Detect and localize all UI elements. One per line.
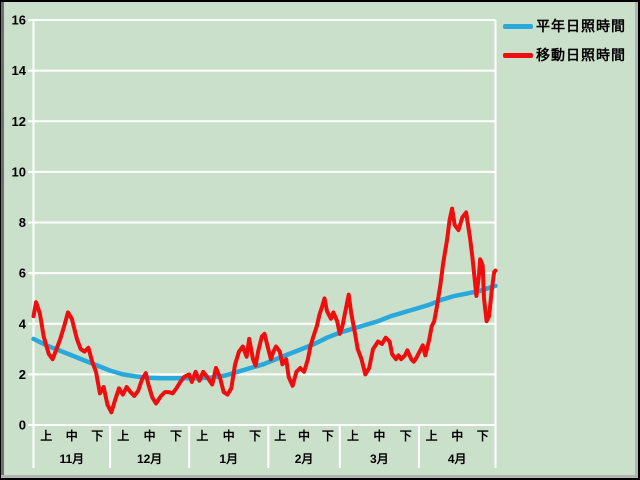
series-line-normal-sunshine (31, 283, 498, 381)
period-label: 上 (196, 428, 208, 443)
period-label: 中 (223, 428, 235, 443)
month-label: 2月 (295, 452, 314, 466)
period-label: 中 (373, 428, 385, 443)
y-tick-label: 10 (12, 164, 26, 179)
period-label: 中 (298, 428, 310, 443)
month-label: 11月 (59, 452, 84, 466)
frame-right-highlight (635, 2, 638, 478)
period-label: 中 (451, 428, 463, 443)
legend-line-swatch-blue (503, 23, 533, 29)
legend: 平年日照時間 移動日照時間 (503, 16, 626, 65)
y-tick-label: 0 (19, 418, 26, 433)
period-label: 中 (144, 428, 156, 443)
frame-left-border (0, 0, 1, 480)
legend-label-moving-sunshine: 移動日照時間 (536, 47, 626, 63)
period-label: 下 (249, 429, 261, 443)
y-tick-label: 14 (12, 63, 27, 78)
y-tick-label: 16 (12, 13, 26, 28)
y-tick-label: 2 (19, 367, 26, 382)
y-tick-label: 12 (12, 114, 26, 129)
legend-item-moving-sunshine: 移動日照時間 (503, 45, 626, 65)
frame-top-border (0, 0, 640, 2)
legend-line-swatch-red (503, 52, 533, 58)
period-label: 下 (477, 429, 489, 443)
period-label: 上 (274, 428, 286, 443)
period-label: 上 (347, 428, 359, 443)
period-label: 上 (426, 428, 438, 443)
period-label: 下 (322, 429, 334, 443)
frame-bottom-border (0, 478, 640, 480)
legend-item-normal-sunshine: 平年日照時間 (503, 16, 626, 36)
series-line-moving-sunshine (31, 206, 498, 415)
period-label: 中 (66, 428, 78, 443)
month-label: 12月 (137, 452, 162, 466)
month-label: 1月 (219, 452, 238, 466)
y-tick-label: 4 (19, 316, 27, 331)
period-label: 上 (117, 428, 129, 443)
frame-right-border (638, 0, 640, 480)
period-label: 上 (40, 428, 52, 443)
y-tick-label: 8 (19, 215, 26, 230)
period-label: 下 (170, 429, 182, 443)
period-label: 下 (91, 429, 103, 443)
period-label: 下 (400, 429, 412, 443)
frame-bottom-highlight (1, 475, 638, 478)
y-tick-label: 6 (19, 266, 26, 281)
frame-left-shadow (1, 2, 4, 475)
month-label: 3月 (370, 452, 389, 466)
month-label: 4月 (448, 452, 467, 466)
legend-label-normal-sunshine: 平年日照時間 (536, 18, 626, 34)
